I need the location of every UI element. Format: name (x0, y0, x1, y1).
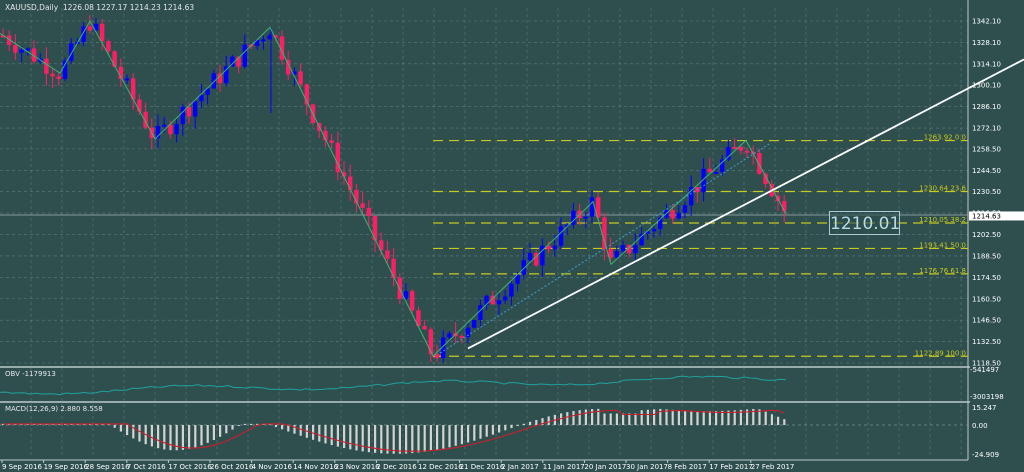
date-tick: 28 Sep 2016 (85, 463, 130, 471)
price-tick: 1272.10 (972, 125, 1001, 133)
macd-tick: 15.247 (972, 404, 997, 412)
axes: 1342.10 1328.10 1314.10 1300.10 1286.10 1272.… (1, 18, 1024, 471)
zigzag-indicator (0, 20, 787, 357)
macd-panel (0, 408, 968, 454)
current-price-tag: 1214.63 (972, 212, 1001, 220)
fib-label: 1230.64 23.6 (919, 184, 966, 192)
macd-tick: -24.909 (972, 451, 999, 459)
date-tick: 11 Jan 2017 (543, 463, 585, 471)
date-tick: 27 Feb 2017 (751, 463, 795, 471)
date-tick: 8 Feb 2017 (668, 463, 707, 471)
price-tick: 1188.50 (972, 252, 1001, 260)
macd-title: MACD(12,26,9) 2.880 8.558 (5, 405, 103, 413)
candles (0, 15, 787, 363)
fib-label: 1263.92 0.0 (924, 134, 966, 142)
fib-label: 1122.89 100.0 (915, 349, 966, 357)
fib-label: 1193.41 50.0 (919, 241, 966, 249)
date-tick: 30 Jan 2017 (626, 463, 668, 471)
date-tick: 4 Nov 2016 (252, 463, 293, 471)
fib-label: 1210.05 38.2 (919, 216, 966, 224)
date-tick: 19 Sep 2016 (44, 463, 89, 471)
date-tick: 26 Oct 2016 (210, 463, 254, 471)
date-tick: 23 Nov 2016 (335, 463, 380, 471)
date-tick: 14 Nov 2016 (293, 463, 338, 471)
price-tick: 1328.10 (972, 39, 1001, 47)
grid (0, 0, 970, 461)
price-tick: 1286.10 (972, 103, 1001, 111)
date-tick: 7 Oct 2016 (127, 463, 166, 471)
price-tick: 1244.50 (972, 167, 1001, 175)
date-tick: 12 Dec 2016 (418, 463, 463, 471)
price-tick: 1160.50 (972, 295, 1001, 303)
fibonacci-levels: 1263.92 0.0 1230.64 23.6 1210.05 38.2 1193.… (433, 134, 968, 357)
obv-panel (0, 375, 787, 396)
price-tick: 1174.50 (972, 274, 1001, 282)
fib-label: 1176.76 61.8 (919, 267, 966, 275)
date-tick: 21 Dec 2016 (460, 463, 505, 471)
macd-tick: 0.00 (972, 422, 988, 430)
date-tick: 9 Sep 2016 (2, 463, 42, 471)
chart-title: XAUUSD,Daily 1226.08 1227.17 1214.23 121… (5, 3, 195, 12)
date-tick: 20 Jan 2017 (584, 463, 626, 471)
trendline[interactable] (467, 58, 1024, 350)
price-tick: 1342.10 (972, 18, 1001, 26)
price-tick: 1202.50 (972, 231, 1001, 239)
date-tick: 2 Jan 2017 (501, 463, 539, 471)
price-callout[interactable]: 1210.01 (829, 211, 900, 235)
obv-tick: -3003198 (970, 393, 1004, 401)
price-tick: 1300.10 (972, 82, 1001, 90)
price-tick: 1230.50 (972, 188, 1001, 196)
price-tick: 1132.50 (972, 338, 1001, 346)
price-tick: 1258.50 (972, 145, 1001, 153)
price-tick: 1118.50 (972, 360, 1001, 368)
date-tick: 2 Dec 2016 (376, 463, 417, 471)
obv-tick: -541497 (970, 366, 999, 374)
obv-title: OBV -1179913 (5, 370, 56, 378)
date-tick: 17 Feb 2017 (709, 463, 753, 471)
date-tick: 17 Oct 2016 (168, 463, 212, 471)
price-tick: 1146.50 (972, 317, 1001, 325)
price-tick: 1314.10 (972, 60, 1001, 68)
